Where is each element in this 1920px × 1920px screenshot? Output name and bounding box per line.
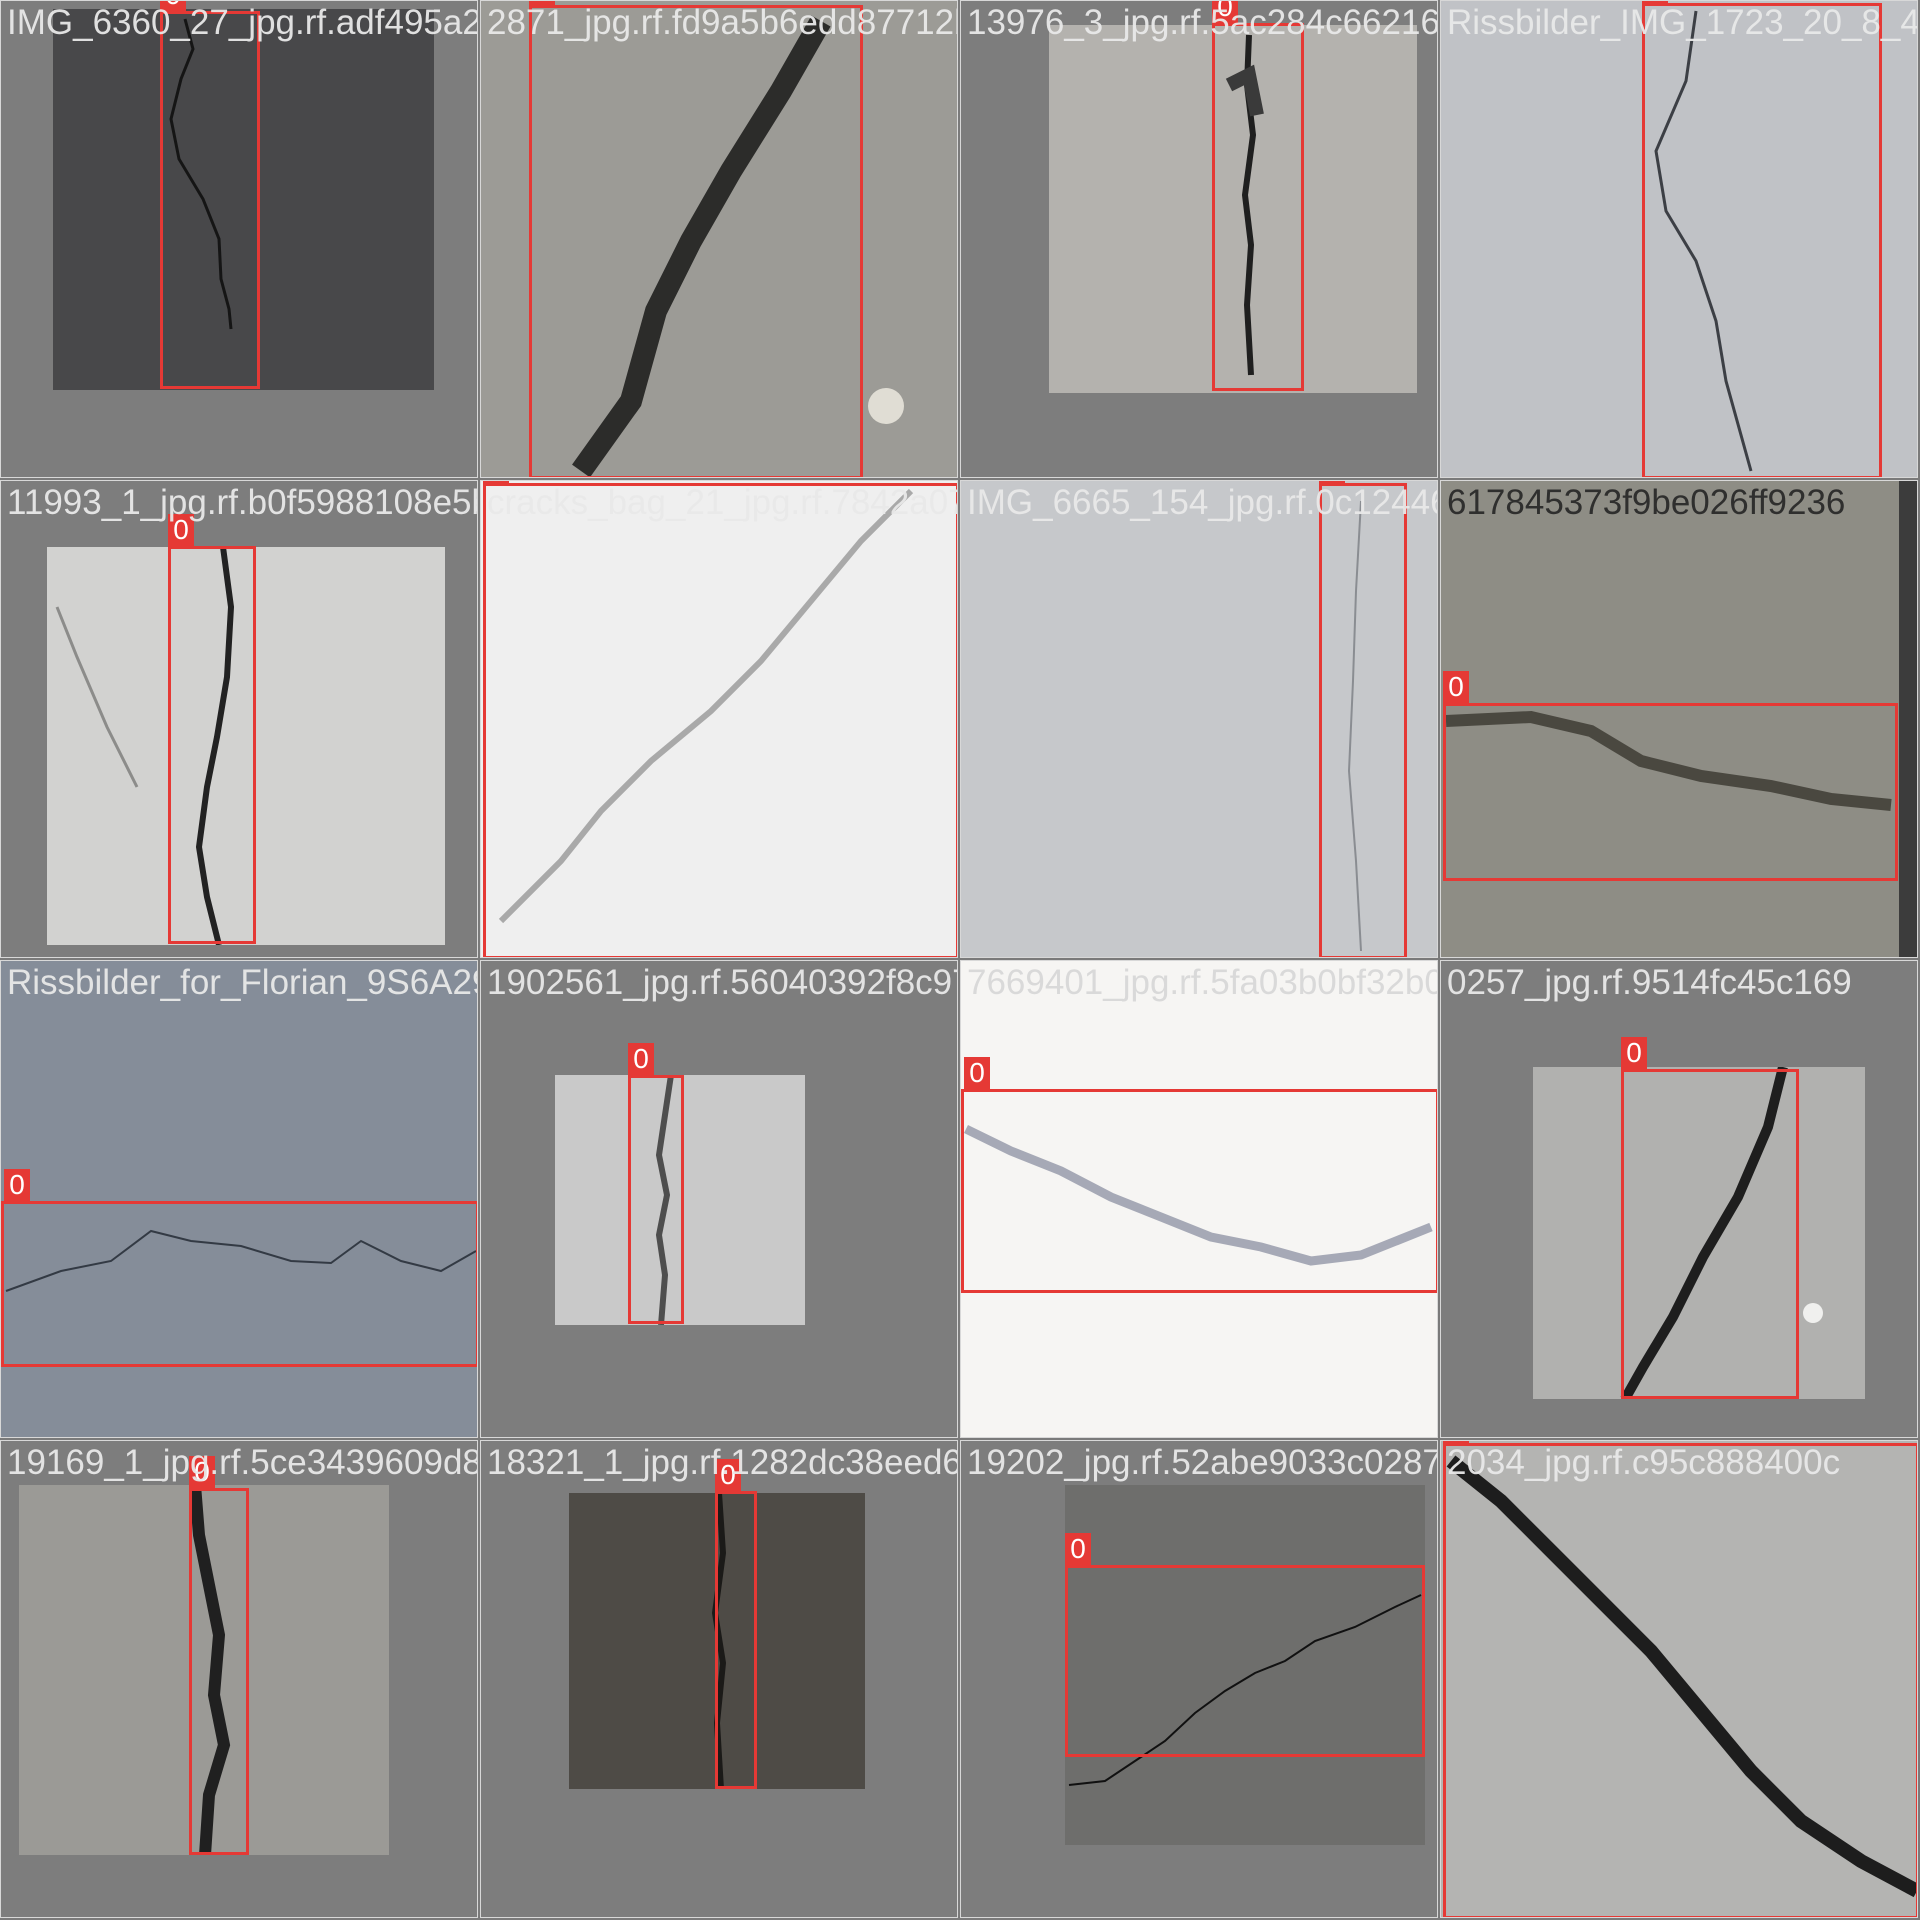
bounding-box: 0 — [961, 1057, 1437, 1293]
crack-photo — [1, 961, 477, 1437]
bounding-box: 0 — [1642, 1, 1882, 477]
crack-icon — [1445, 710, 1892, 811]
tile: 0 7669401_jpg.rf.5fa03b0bf32b0854e827992… — [960, 960, 1438, 1438]
crack-icon — [1446, 1455, 1917, 1898]
bbox-class-label: 0 — [4, 1169, 30, 1201]
bbox-class-label: 0 — [715, 1459, 741, 1491]
tile: 0 2034_jpg.rf.c95c888400c — [1440, 1440, 1918, 1918]
crack-icon — [1068, 1594, 1422, 1786]
crack-photo — [961, 481, 1437, 957]
tile: 0 19169_1_jpg.rf.5ce3439609d8321ac1282dc… — [0, 1440, 478, 1918]
crack-icon — [169, 18, 233, 330]
bbox-class-label: 0 — [964, 1057, 990, 1089]
crack-icon — [1620, 1067, 1823, 1399]
tile: 0 1902561_jpg.rf.56040392f8c97 — [480, 960, 958, 1438]
crack-photo — [1533, 1067, 1865, 1399]
image-caption: 13976_3_jpg.rf.5ac284c66216c4d6897 — [967, 3, 1438, 42]
crack-photo — [1065, 1485, 1425, 1845]
image-caption: 19202_jpg.rf.52abe9033c0287e — [967, 1443, 1438, 1482]
bbox-class-label: 0 — [1443, 671, 1469, 703]
image-caption: 19169_1_jpg.rf.5ce3439609d8321ac1282dc38… — [7, 1443, 477, 1482]
bounding-box: 0 — [529, 1, 863, 477]
bounding-box: 0 — [160, 1, 260, 389]
bounding-box: 0 — [1319, 481, 1407, 957]
crack-icon — [655, 1075, 674, 1325]
crack-photo — [1049, 25, 1417, 393]
crack-photo — [53, 9, 434, 390]
crack-photo — [481, 481, 957, 957]
bbox-class-label: 0 — [168, 514, 194, 546]
tile: 0 0257_jpg.rf.9514fc45c169 — [1440, 960, 1918, 1438]
bounding-box: 0 — [189, 1456, 249, 1855]
crack-icon — [498, 488, 914, 924]
bounding-box: 0 — [483, 481, 957, 957]
bbox-class-label: 0 — [529, 1, 555, 5]
tile: 0 Rissbilder_IMG_1723_20_8_4 — [1440, 0, 1918, 478]
bbox-class-label: 0 — [1065, 1533, 1091, 1565]
crack-photo — [481, 1, 957, 477]
bbox-class-label: 0 — [1621, 1037, 1647, 1069]
bounding-box: 0 — [1621, 1037, 1799, 1399]
tile: 0 19202_jpg.rf.52abe9033c0287e — [960, 1440, 1438, 1918]
bbox-class-label: 0 — [483, 481, 509, 486]
bounding-box: 0 — [715, 1459, 757, 1789]
crack-photo — [1441, 1441, 1917, 1917]
image-caption: 2034_jpg.rf.c95c888400c — [1447, 1443, 1841, 1482]
crack-icon — [189, 1485, 231, 1855]
bbox-class-label: 0 — [189, 1456, 215, 1488]
tile: 0 2871_jpg.rf.fd9a5b6edd87712b5b5d8c63f9… — [480, 0, 958, 478]
image-caption: IMG_6360_27_jpg.rf.adf495a2894e92d77f093… — [7, 3, 477, 42]
bbox-class-label: 0 — [1319, 481, 1345, 483]
crack-icon — [1225, 34, 1264, 376]
crack-photo — [19, 1485, 389, 1855]
image-caption: 617845373f9be026ff9236 — [1447, 483, 1846, 522]
image-caption: IMG_6665_154_jpg.rf.0c12446e17845373f9be… — [967, 483, 1437, 522]
image-caption: 1902561_jpg.rf.56040392f8c97 — [487, 963, 958, 1002]
crack-photo — [1441, 1, 1917, 477]
bbox-class-label: 0 — [1443, 1441, 1469, 1446]
image-caption: cracks_bag_21_jpg.rf.7842a07 — [487, 483, 958, 522]
dark-edge — [1899, 481, 1917, 957]
crack-icon — [964, 1124, 1433, 1266]
image-caption: 11993_1_jpg.rf.b0f5988108e5bd5e15bf24aff… — [7, 483, 477, 522]
tile: 0 617845373f9be026ff9236 — [1440, 480, 1918, 958]
bbox-class-label: 0 — [1212, 1, 1238, 23]
bounding-box: 0 — [628, 1043, 684, 1324]
image-caption: 0257_jpg.rf.9514fc45c169 — [1447, 963, 1852, 1002]
tile: 0 IMG_6665_154_jpg.rf.0c12446e17845373f9… — [960, 480, 1438, 958]
image-caption: 2871_jpg.rf.fd9a5b6edd87712b5b5d8c63f9d6… — [487, 3, 957, 42]
bbox-class-label: 0 — [160, 1, 186, 11]
bbox-class-label: 0 — [628, 1043, 654, 1075]
bounding-box: 0 — [1443, 1441, 1917, 1917]
tile: 0 18321_1_jpg.rf.1282dc38eed6 — [480, 1440, 958, 1918]
crack-icon — [5, 1229, 477, 1292]
tile: 0 13976_3_jpg.rf.5ac284c66216c4d6897 — [960, 0, 1438, 478]
crack-icon — [1347, 500, 1362, 952]
bounding-box: 0 — [1065, 1533, 1425, 1757]
image-caption: 7669401_jpg.rf.5fa03b0bf32b0854e8279928 — [967, 963, 1437, 1002]
bbox-class-label: 0 — [1642, 1, 1668, 3]
crack-photo — [961, 961, 1437, 1437]
crack-icon — [55, 547, 235, 945]
crack-icon — [572, 15, 904, 477]
tile: 0 cracks_bag_21_jpg.rf.7842a07 — [480, 480, 958, 958]
tile: 0 Rissbilder_for_Florian_9S6A2979_1jpg.r… — [0, 960, 478, 1438]
tile: 0 11993_1_jpg.rf.b0f5988108e5bd5e15bf24a… — [0, 480, 478, 958]
tile: 0 IMG_6360_27_jpg.rf.adf495a2894e92d77f0… — [0, 0, 478, 478]
bounding-box: 0 — [1443, 671, 1898, 881]
crack-photo — [47, 547, 445, 945]
crack-photo — [1441, 481, 1899, 957]
image-caption: Rissbilder_IMG_1723_20_8_4 — [1447, 3, 1918, 42]
bounding-box: 0 — [1212, 1, 1304, 391]
crack-icon — [1654, 10, 1753, 472]
image-caption: 18321_1_jpg.rf.1282dc38eed6 — [487, 1443, 958, 1482]
image-caption: Rissbilder_for_Florian_9S6A2979_1jpg.rf — [7, 963, 478, 1002]
crack-photo — [555, 1075, 805, 1325]
bounding-box: 0 — [168, 514, 256, 944]
bounding-box: 0 — [1, 1169, 477, 1367]
